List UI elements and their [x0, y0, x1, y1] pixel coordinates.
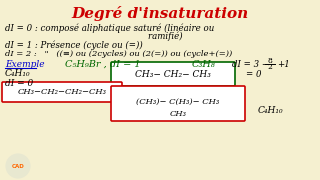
Circle shape — [6, 154, 30, 178]
Text: dI = 3 −: dI = 3 − — [232, 60, 269, 69]
Text: = 0: = 0 — [246, 69, 261, 78]
FancyBboxPatch shape — [2, 82, 122, 102]
Text: C₄H₁₀: C₄H₁₀ — [5, 69, 31, 78]
Text: 8: 8 — [268, 57, 272, 65]
Text: C₄H₁₀: C₄H₁₀ — [258, 105, 284, 114]
Text: dI = 0 : composé aliphatique saturé (linéaire ou: dI = 0 : composé aliphatique saturé (lin… — [5, 23, 214, 33]
Text: CH₃: CH₃ — [170, 110, 187, 118]
Text: dI = 1 : Présence (cycle ou (=)): dI = 1 : Présence (cycle ou (=)) — [5, 40, 143, 50]
Text: Degré d'insaturation: Degré d'insaturation — [71, 6, 249, 21]
Text: (CH₃)− C(H₃)− CH₃: (CH₃)− C(H₃)− CH₃ — [136, 98, 220, 106]
Text: CAD: CAD — [12, 163, 24, 168]
Text: Exemple: Exemple — [5, 60, 44, 69]
Text: CH₃− CH₂− CH₃: CH₃− CH₂− CH₃ — [135, 69, 211, 78]
Text: ramifié): ramifié) — [5, 31, 183, 41]
FancyBboxPatch shape — [111, 62, 235, 86]
Text: dI = 2 :   "   ((≡) ou (2cycles) ou (2(=)) ou (cycle+(=)): dI = 2 : " ((≡) ou (2cycles) ou (2(=)) o… — [5, 50, 232, 58]
Text: C₃H₈: C₃H₈ — [192, 60, 216, 69]
Text: dI = 0: dI = 0 — [5, 78, 33, 87]
Text: 2: 2 — [268, 62, 272, 71]
Text: C₅H₉Br , dI = 1: C₅H₉Br , dI = 1 — [65, 60, 140, 69]
Text: +1: +1 — [277, 60, 290, 69]
FancyBboxPatch shape — [111, 86, 245, 121]
Text: CH₃−CH₂−CH₂−CH₃: CH₃−CH₂−CH₂−CH₃ — [18, 88, 107, 96]
